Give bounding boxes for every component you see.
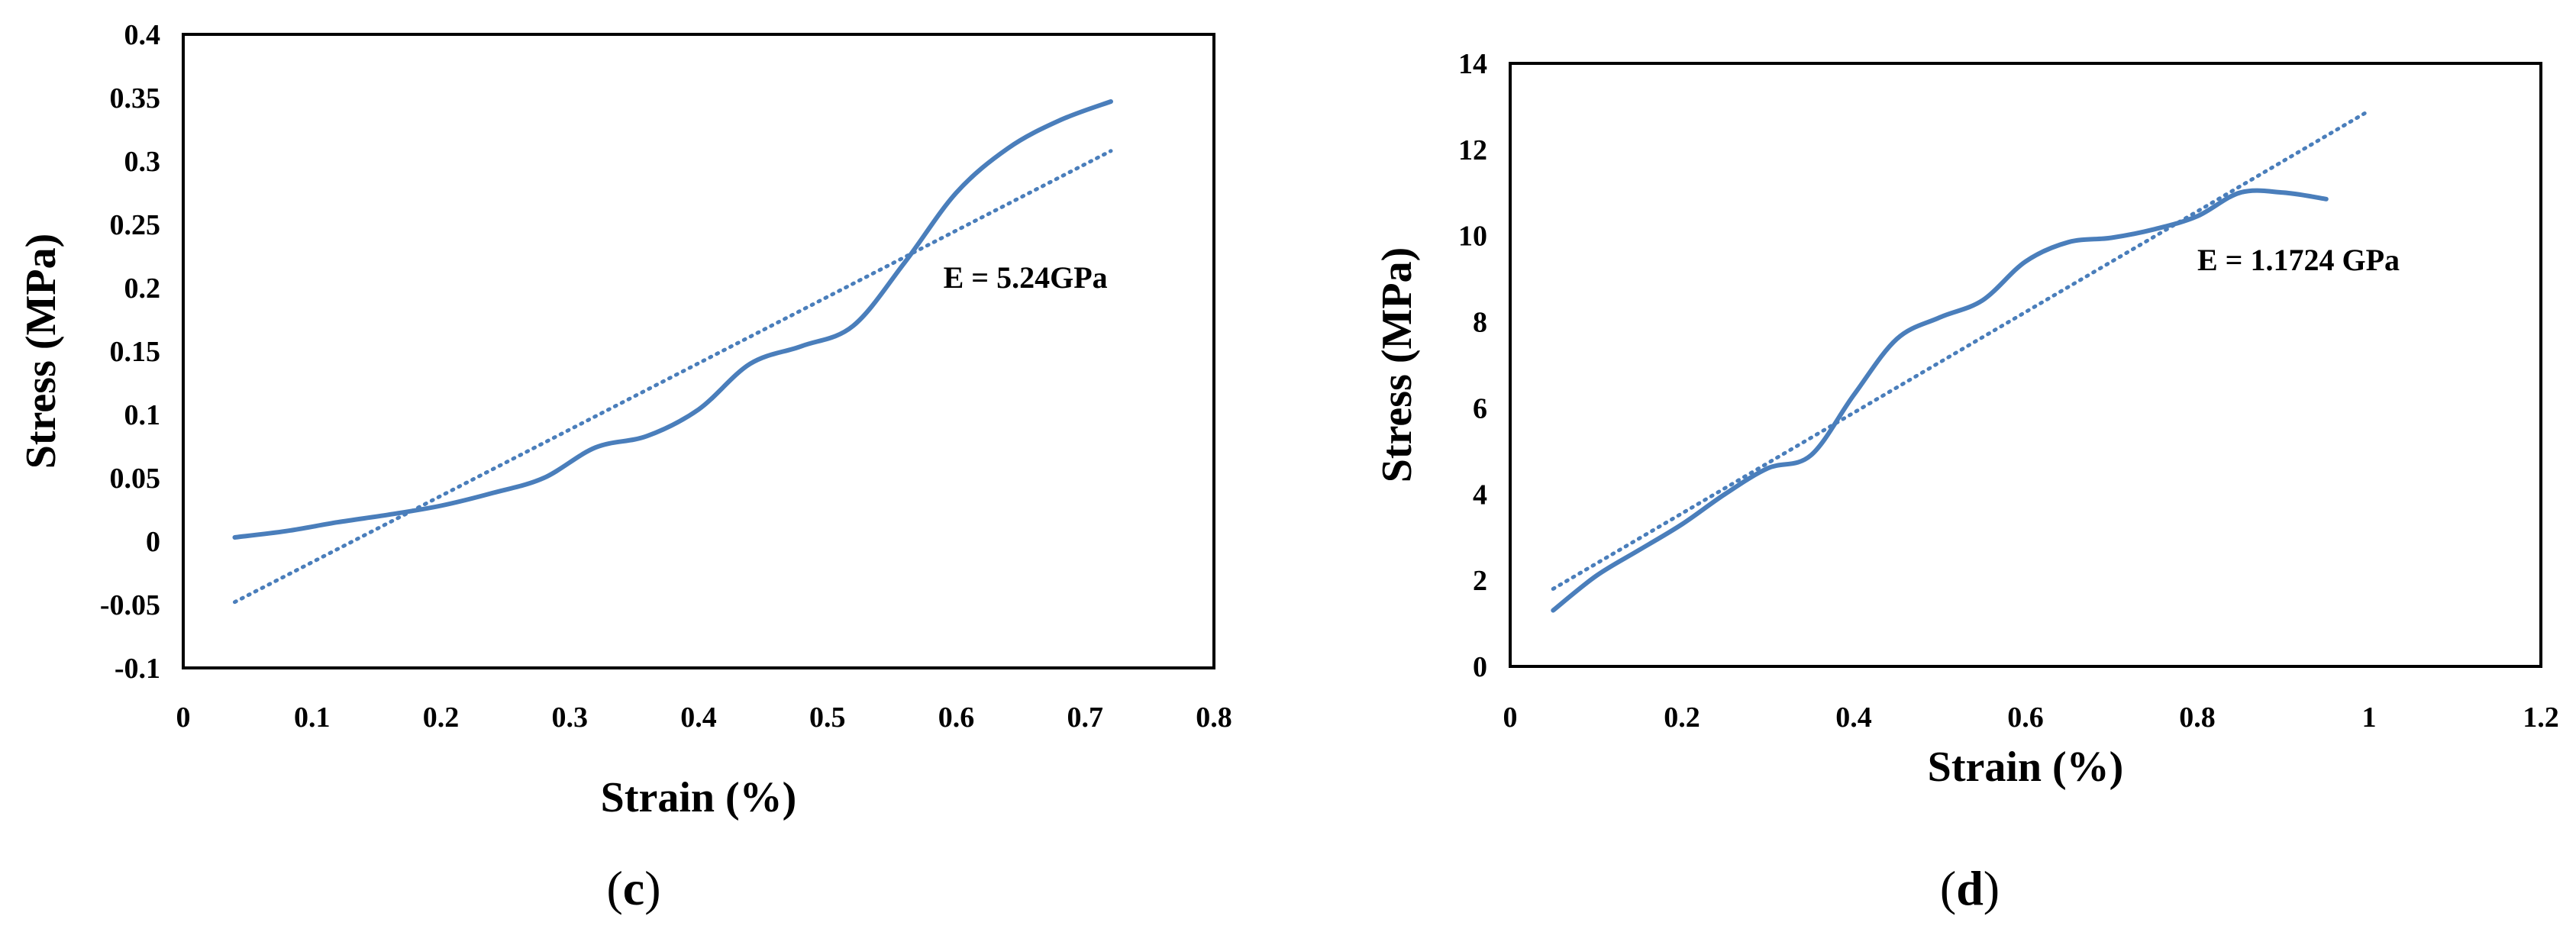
chart-panel-d: 0 0.2 0.4 0.6 0.8 1 1.2 0 2 4 6 8 10 12 14 Strain (%) St… bbox=[1374, 48, 2559, 915]
modulus-annotation: E = 1.1724 GPa bbox=[2197, 243, 2400, 277]
y-tick-label: 6 bbox=[1473, 392, 1487, 424]
x-tick-label: 0 bbox=[1503, 702, 1518, 734]
x-tick-label: 0.2 bbox=[423, 702, 460, 734]
x-tick-label: 0.1 bbox=[294, 702, 331, 734]
plot-frame bbox=[182, 33, 1215, 669]
x-tick-label: 1.2 bbox=[2523, 702, 2559, 734]
y-tick-label: 0.4 bbox=[124, 19, 161, 51]
x-tick-label: 0.8 bbox=[1196, 702, 1232, 734]
x-axis-label: Strain (%) bbox=[601, 774, 797, 821]
y-tick-label: 0.3 bbox=[124, 146, 161, 178]
x-axis-label: Strain (%) bbox=[1928, 744, 2124, 791]
panel-label: (c) bbox=[606, 861, 660, 915]
y-tick-label: 0.1 bbox=[124, 399, 161, 431]
y-tick-label: 0.15 bbox=[110, 336, 161, 368]
x-tick-label: 0.2 bbox=[1664, 702, 1700, 734]
y-tick-label: 8 bbox=[1473, 307, 1487, 339]
y-tick-label: 0.05 bbox=[110, 463, 161, 495]
x-tick-label: 1 bbox=[2362, 702, 2377, 734]
x-tick-label: 0.7 bbox=[1067, 702, 1104, 734]
y-tick-label: 4 bbox=[1473, 479, 1487, 511]
x-tick-label: 0.6 bbox=[2007, 702, 2044, 734]
chart-panel-c: 0 0.1 0.2 0.3 0.4 0.5 0.6 0.7 0.8 -0.1 -0.05 0 0.05 0… bbox=[18, 19, 1232, 915]
y-tick-label: 0.2 bbox=[124, 273, 161, 305]
stress-strain-curve bbox=[232, 99, 1113, 540]
y-tick-label: -0.05 bbox=[100, 589, 160, 621]
stress-strain-curve bbox=[1551, 188, 2329, 613]
y-tick-label: 14 bbox=[1458, 48, 1487, 80]
y-tick-label: 12 bbox=[1458, 134, 1487, 166]
x-tick-label: 0.6 bbox=[938, 702, 975, 734]
y-tick-label: -0.1 bbox=[115, 653, 160, 685]
plot-frame bbox=[1509, 62, 2542, 668]
y-tick-label: 0 bbox=[146, 526, 160, 558]
y-tick-label: 10 bbox=[1458, 221, 1487, 253]
panel-label: (d) bbox=[1940, 861, 2000, 915]
modulus-annotation: E = 5.24GPa bbox=[944, 260, 1108, 295]
y-tick-label: 0 bbox=[1473, 651, 1487, 683]
x-tick-label: 0 bbox=[176, 702, 191, 734]
y-tick-label: 0.35 bbox=[110, 82, 161, 115]
y-tick-label: 2 bbox=[1473, 565, 1487, 597]
linear-fit-line bbox=[1551, 108, 2371, 591]
y-axis-label: Stress (MPa) bbox=[18, 234, 65, 469]
x-tick-label: 0.3 bbox=[552, 702, 589, 734]
y-tick-label: 0.25 bbox=[110, 209, 161, 241]
y-axis-label: Stress (MPa) bbox=[1374, 247, 1421, 482]
x-tick-label: 0.8 bbox=[2179, 702, 2216, 734]
linear-fit-line bbox=[233, 149, 1113, 605]
x-tick-label: 0.4 bbox=[1835, 702, 1872, 734]
x-tick-label: 0.4 bbox=[680, 702, 717, 734]
x-tick-label: 0.5 bbox=[809, 702, 846, 734]
